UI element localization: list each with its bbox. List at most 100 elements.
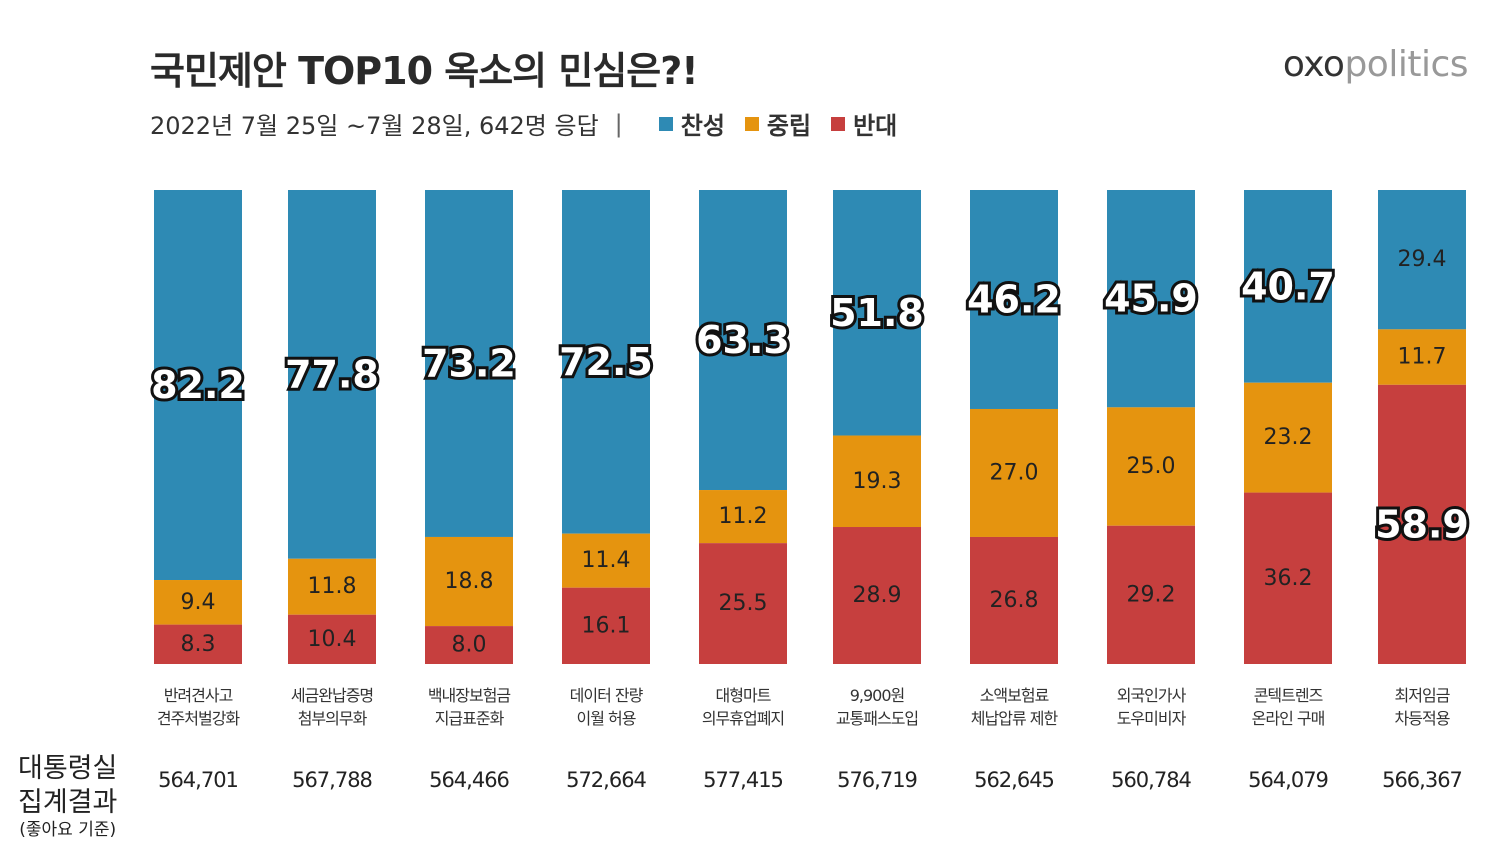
count-row-label: 대통령실 집계결과 (좋아요 기준) xyxy=(18,752,117,840)
bar-segment-neutral xyxy=(833,435,921,528)
data-label-agree: 46.2 xyxy=(967,277,1061,321)
data-label-oppose: 25.5 xyxy=(719,591,768,616)
brand-logo: oxopolitics xyxy=(1282,44,1469,85)
category-label-line: 의무휴업폐지 xyxy=(701,709,785,728)
legend-swatch xyxy=(831,116,846,131)
bar-segment-oppose xyxy=(288,614,376,664)
brand-bold: oxo xyxy=(1282,44,1345,85)
data-label-neutral: 19.3 xyxy=(853,469,902,494)
like-count: 577,415 xyxy=(703,768,784,792)
subtitle: 2022년 7월 25일 ~7월 28일, 642명 응답 | 찬성 중립 반대 xyxy=(150,106,897,141)
like-count: 564,466 xyxy=(429,768,510,792)
data-label-oppose: 26.8 xyxy=(990,588,1039,613)
separator: | xyxy=(614,109,623,138)
category-label: 세금완납증명 첨부의무화 xyxy=(262,684,402,730)
category-label-line: 도우미비자 xyxy=(1116,709,1187,728)
category-label: 백내장보험금 지급표준화 xyxy=(399,684,539,730)
bar-segment-neutral xyxy=(288,558,376,615)
category-label-line: 체납압류 제한 xyxy=(970,709,1058,728)
bar-segment-neutral xyxy=(970,408,1058,537)
data-label-agree: 45.9 xyxy=(1104,277,1198,321)
data-label-oppose: 58.9 xyxy=(1375,502,1469,546)
data-label-agree: 51.8 xyxy=(830,291,924,335)
category-label-line: 소액보험료 xyxy=(979,686,1050,705)
legend-swatch xyxy=(744,116,759,131)
data-label-neutral: 11.7 xyxy=(1398,345,1447,370)
bar-segment-neutral xyxy=(154,580,242,625)
data-label-agree: 77.8 xyxy=(285,352,379,396)
data-label-neutral: 11.4 xyxy=(582,548,631,573)
category-label-line: 외국인가사 xyxy=(1116,686,1187,705)
data-label-agree: 82.2 xyxy=(151,363,245,407)
data-label-oppose: 8.3 xyxy=(181,632,216,657)
bar-segment-oppose xyxy=(425,626,513,664)
category-label-line: 교통패스도입 xyxy=(835,709,919,728)
like-count: 576,719 xyxy=(837,768,918,792)
bar-segment-agree xyxy=(833,190,921,436)
row-label-note: (좋아요 기준) xyxy=(19,820,117,840)
like-count: 572,664 xyxy=(566,768,647,792)
bar-segment-oppose xyxy=(1107,525,1195,664)
legend-neutral: 중립 xyxy=(744,106,812,141)
bar-segment-oppose xyxy=(970,536,1058,664)
data-label-neutral: 11.8 xyxy=(308,574,357,599)
bar-segment-agree xyxy=(288,190,376,559)
data-label-oppose: 10.4 xyxy=(308,627,357,652)
category-label-line: 이월 허용 xyxy=(576,709,637,728)
category-label-line: 콘텍트렌즈 xyxy=(1253,686,1324,705)
bar-segment-neutral xyxy=(699,490,787,544)
bar-segment-oppose xyxy=(833,527,921,664)
category-label-line: 견주처벌강화 xyxy=(156,709,240,728)
data-label-oppose: 28.9 xyxy=(853,583,902,608)
data-label-agree: 73.2 xyxy=(422,341,516,385)
like-count: 564,701 xyxy=(158,768,239,792)
legend-oppose: 반대 xyxy=(831,106,897,141)
legend-label: 반대 xyxy=(853,112,898,140)
row-label-line2: 집계결과 xyxy=(18,787,118,818)
data-label-neutral: 27.0 xyxy=(990,460,1039,485)
data-label-oppose: 16.1 xyxy=(582,613,631,638)
category-label-line: 반려견사고 xyxy=(163,686,234,705)
category-label-line: 차등적용 xyxy=(1394,709,1451,728)
category-label-line: 데이터 잔량 xyxy=(569,686,644,705)
legend-agree: 찬성 xyxy=(658,106,725,141)
bar-segment-oppose xyxy=(1378,384,1466,664)
legend-label: 찬성 xyxy=(680,112,725,140)
category-label: 콘텍트렌즈 온라인 구매 xyxy=(1218,684,1358,730)
bar-segment-oppose xyxy=(562,587,650,664)
bar-segment-oppose xyxy=(154,624,242,664)
data-label-oppose: 29.2 xyxy=(1127,582,1176,607)
row-label-line1: 대통령실 xyxy=(18,753,118,784)
legend-label: 중립 xyxy=(766,112,812,140)
category-label-line: 대형마트 xyxy=(715,686,772,705)
bar-segment-neutral xyxy=(425,536,513,627)
data-label-neutral: 11.2 xyxy=(719,504,768,529)
data-label-agree: 40.7 xyxy=(1241,264,1335,308)
bar-segment-neutral xyxy=(562,533,650,588)
category-label-line: 9,900원 xyxy=(849,686,906,705)
like-count: 564,079 xyxy=(1248,768,1329,792)
category-label-line: 첨부의무화 xyxy=(297,709,368,728)
legend-swatch xyxy=(658,116,673,131)
data-label-neutral: 23.2 xyxy=(1264,425,1313,450)
like-count: 567,788 xyxy=(292,768,373,792)
bar-segment-neutral xyxy=(1378,329,1466,385)
bar-segment-agree xyxy=(154,190,242,581)
data-label-agree: 29.4 xyxy=(1398,247,1447,272)
data-label-oppose: 36.2 xyxy=(1264,566,1313,591)
chart-title: 국민제안 TOP10 옥소의 민심은?! xyxy=(150,49,699,93)
data-label-agree: 72.5 xyxy=(559,340,653,384)
data-label-oppose: 8.0 xyxy=(452,633,487,658)
bar-segment-oppose xyxy=(1244,492,1332,664)
bar-segment-agree xyxy=(1378,190,1466,330)
bar-segment-neutral xyxy=(1107,407,1195,526)
bar-segment-agree xyxy=(970,190,1058,409)
survey-info: 2022년 7월 25일 ~7월 28일, 642명 응답 xyxy=(150,112,599,140)
